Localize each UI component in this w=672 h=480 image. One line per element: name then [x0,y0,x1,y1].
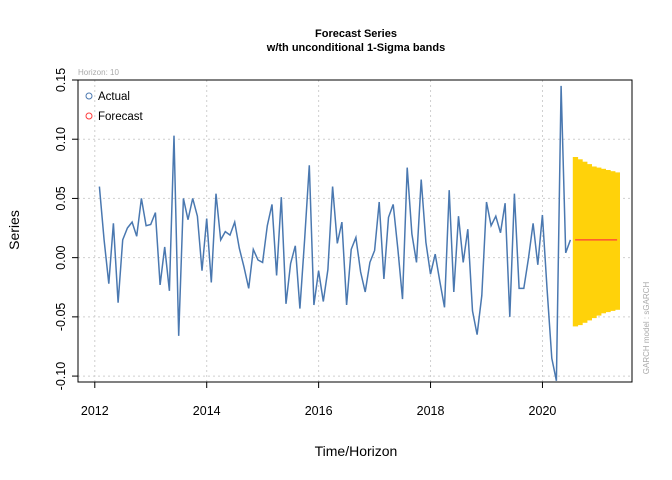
chart-subtitle: w/th unconditional 1-Sigma bands [266,42,445,54]
x-tick-label: 2018 [417,404,445,418]
sigma-band-bar [586,164,592,321]
legend-forecast-marker [85,112,93,120]
y-tick-label: 0.00 [54,245,68,269]
sigma-band-bar [614,172,620,310]
x-tick-label: 2016 [305,404,333,418]
sigma-band-bar [582,161,588,323]
grid [78,79,632,382]
x-tick-label: 2020 [529,404,557,418]
y-tick-label: 0.15 [54,68,68,92]
legend-actual-label: Actual [98,91,130,103]
sigma-band-bar [572,157,579,327]
sigma-band-bar [610,171,616,311]
x-axis-label: Time/Horizon [315,443,398,459]
plot-frame [77,79,633,383]
y-tick-label: 0.10 [54,127,68,151]
chart-title: Forecast Series [315,28,397,40]
x-axis: 2012 2014 2016 2018 2020 [81,382,557,418]
sigma-band-bar [605,170,611,313]
sigma-band [572,157,620,327]
y-tick-label: 0.05 [54,186,68,210]
legend: Actual Forecast [85,91,144,123]
y-tick-label: -0.10 [54,362,68,391]
model-note: GARCH model : sGARCH [642,282,651,375]
sigma-band-bar [591,166,597,319]
legend-actual-marker [85,92,93,100]
y-tick-label: -0.05 [54,303,68,332]
y-axis: -0.10 -0.05 0.00 0.05 0.10 0.15 [54,68,78,391]
horizon-note: Horizon: 10 [78,68,119,77]
sigma-band-bar [600,168,606,314]
actual-series-line [98,85,572,381]
y-axis-label: Series [6,210,22,250]
sigma-band-bar [577,159,583,326]
x-tick-label: 2014 [193,404,221,418]
sigma-band-bar [596,167,602,316]
legend-forecast-label: Forecast [98,111,144,123]
x-tick-label: 2012 [81,404,109,418]
